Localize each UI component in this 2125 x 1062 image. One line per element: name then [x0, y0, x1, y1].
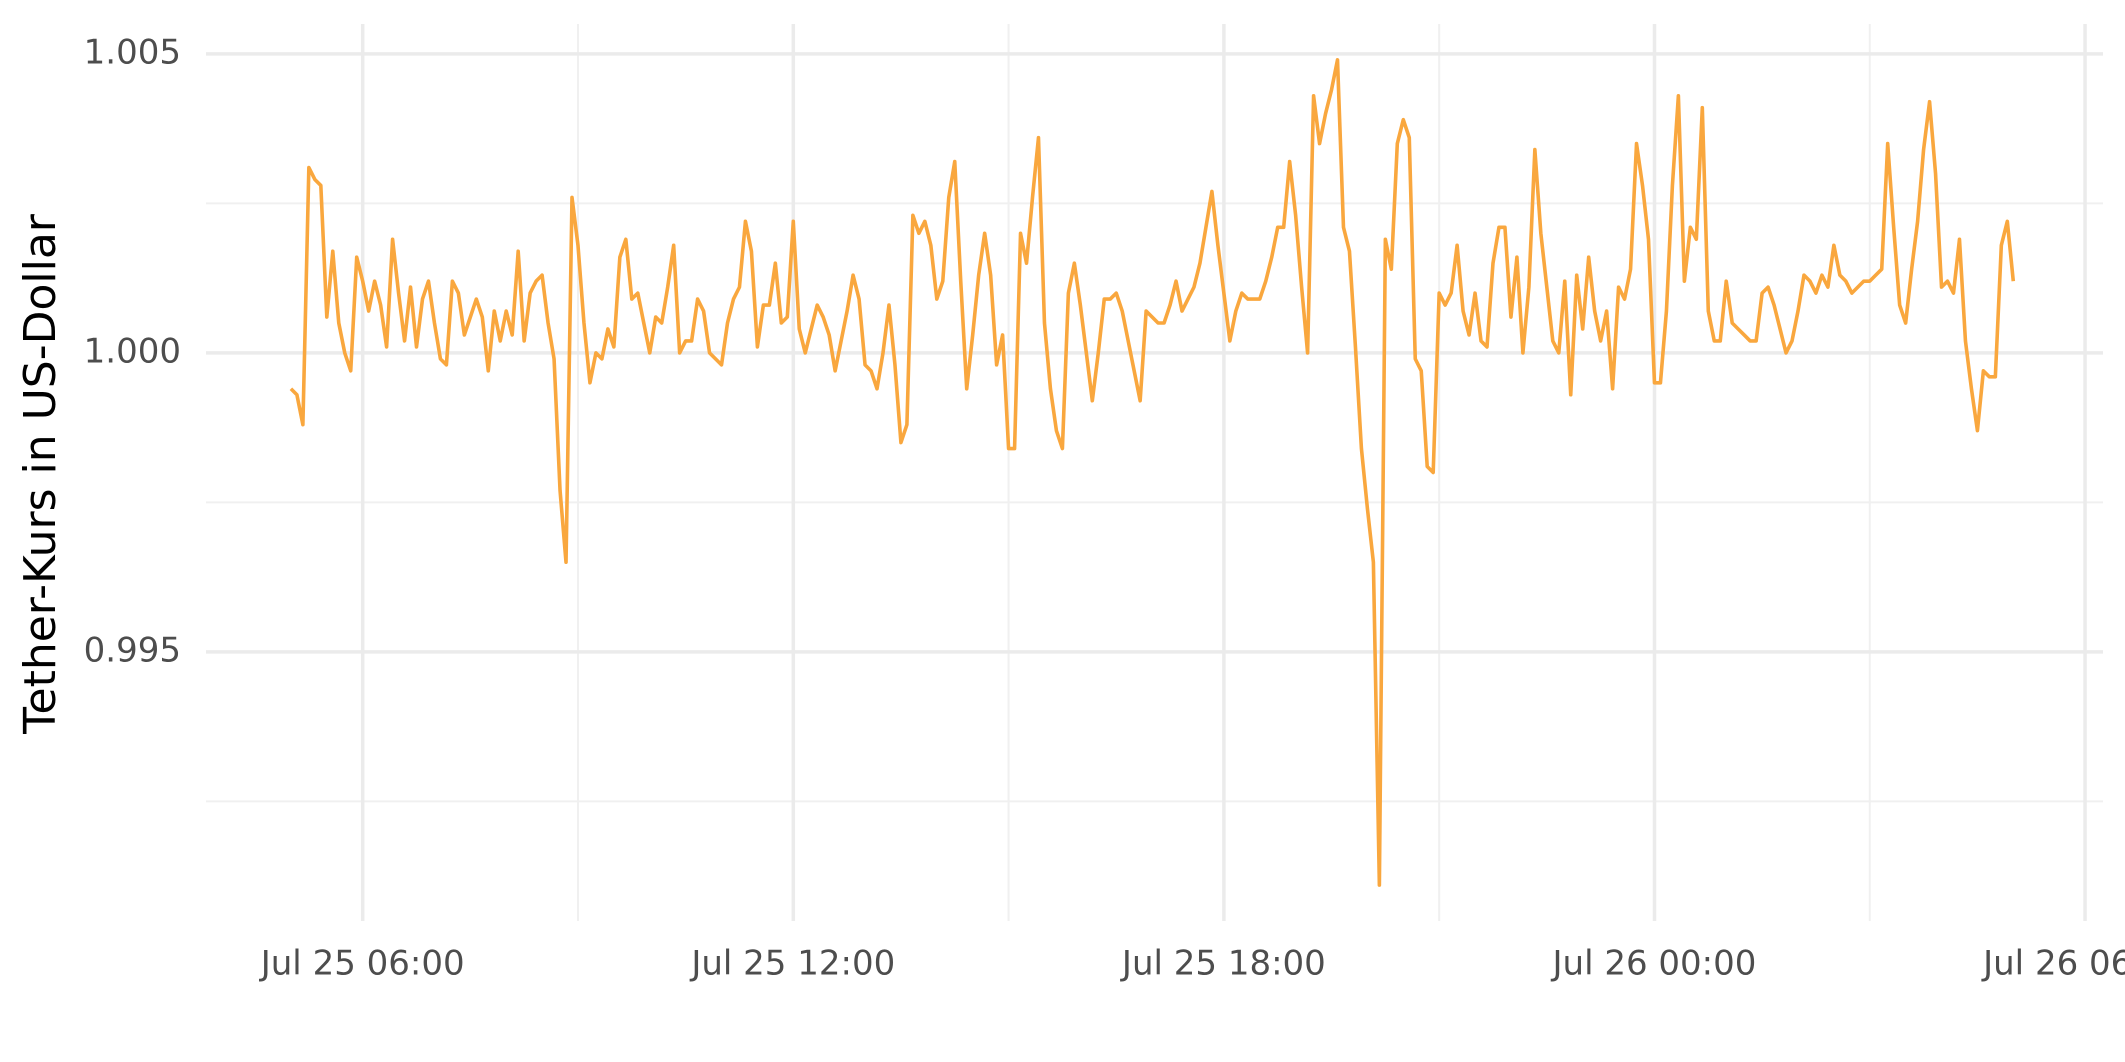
grid	[206, 24, 2103, 921]
y-tick-label: 1.005	[84, 32, 181, 72]
data-line	[289, 58, 2016, 887]
y-tick-label: 1.000	[84, 331, 181, 371]
x-tick-label: Jul 26 00:00	[1551, 944, 1757, 984]
plot-area	[289, 58, 2016, 887]
x-tick-label: Jul 25 18:00	[1120, 944, 1326, 984]
axis-labels: 0.995 1.000 1.005 Jul 25 06:00 Jul 25 12:00 J…	[84, 32, 2125, 983]
y-tick-label: 0.995	[84, 630, 181, 670]
x-tick-label: Jul 25 12:00	[689, 944, 895, 984]
x-tick-label: Jul 26 06:00	[1981, 944, 2125, 984]
y-axis-title: Tether-Kurs in US-Dollar	[15, 213, 66, 735]
x-tick-label: Jul 25 06:00	[259, 944, 465, 984]
